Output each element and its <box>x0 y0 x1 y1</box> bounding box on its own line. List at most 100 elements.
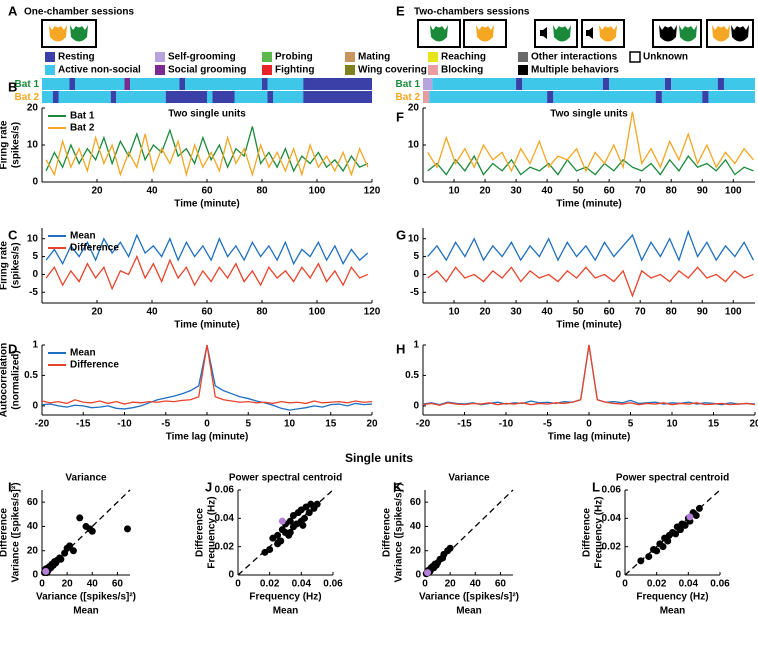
behavior-segment <box>708 91 755 103</box>
bat-icon <box>679 25 697 42</box>
scatter-point <box>313 500 321 508</box>
y-tick-label: 20 <box>27 545 39 556</box>
scatter-point <box>676 526 684 534</box>
x-tick-label: 60 <box>604 186 616 197</box>
legend-label: Blocking <box>441 65 483 76</box>
y-tick-label: -5 <box>410 287 419 298</box>
y-tick-label: 60 <box>27 497 39 508</box>
x-tick-label: 0.06 <box>710 579 730 590</box>
y-axis-label: Difference <box>382 508 393 557</box>
x-tick-label: 80 <box>256 307 268 318</box>
y-tick-label: 1 <box>413 340 419 351</box>
y-tick-label: 10 <box>408 140 420 151</box>
series-line <box>45 133 369 178</box>
behavior-segment <box>655 91 662 103</box>
y-tick-label: 40 <box>410 521 422 532</box>
behavior-segment <box>53 91 59 103</box>
x-tick-label: -5 <box>161 419 170 430</box>
panel-letter: L <box>592 479 600 494</box>
y-axis-label: Frequency (Hz) <box>207 496 218 568</box>
scatter-point <box>286 529 294 536</box>
bat-icon <box>553 25 571 42</box>
x-tick-label: 60 <box>604 307 616 318</box>
legend-label: Other interactions <box>531 52 618 63</box>
x-tick-label: 90 <box>697 186 709 197</box>
behavior-segment <box>516 78 523 90</box>
x-tick-label: 20 <box>445 579 457 590</box>
scatter-point <box>695 504 703 512</box>
y-tick-label: 20 <box>408 103 420 114</box>
x-tick-label: 15 <box>325 419 337 430</box>
x-tick-label: 5 <box>628 419 634 430</box>
y-tick-label: 40 <box>27 521 39 532</box>
x-tick-label: 0 <box>235 579 241 590</box>
scatter-point <box>692 512 700 519</box>
y-tick-label: 0 <box>413 177 419 188</box>
x-axis-label: Time lag (minute) <box>166 432 249 443</box>
scatter-point <box>123 525 131 533</box>
bat-icon <box>712 25 730 42</box>
legend-label: Multiple behaviors <box>531 65 619 76</box>
panel-letter: I <box>8 479 12 494</box>
bat-icon <box>599 25 617 42</box>
legend-label: Bat 2 <box>70 123 95 134</box>
speaker-icon <box>586 30 589 36</box>
y-tick-label: 10 <box>27 140 39 151</box>
y-tick-label: 0 <box>32 269 38 280</box>
x-tick-label: 40 <box>542 186 554 197</box>
x-axis-label: Mean <box>456 606 482 617</box>
x-tick-label: 60 <box>201 307 213 318</box>
scatter-point <box>274 540 282 548</box>
scatter-point <box>76 514 84 522</box>
x-axis-label: Time (minute) <box>174 320 239 331</box>
x-tick-label: 40 <box>470 579 482 590</box>
y-tick-label: 10 <box>408 233 420 244</box>
y-axis-label: (normalized) <box>11 350 22 409</box>
x-tick-label: 20 <box>749 419 758 430</box>
y-axis-label: Difference <box>195 508 206 557</box>
behavior-segment <box>207 91 213 103</box>
y-axis-label: Firing rate <box>0 120 10 169</box>
legend-swatch <box>428 65 438 75</box>
behavior-segment <box>602 78 610 90</box>
behavior-segment <box>42 91 53 103</box>
y-tick-label: 0 <box>32 401 38 412</box>
bat-icon <box>731 25 749 42</box>
x-tick-label: 20 <box>91 307 103 318</box>
legend-swatch <box>45 52 55 62</box>
behavior-segment <box>110 91 117 103</box>
speaker-icon <box>543 27 547 39</box>
legend-label: Reaching <box>441 52 486 63</box>
row-label: Bat 2 <box>396 92 421 103</box>
x-tick-label: 10 <box>448 307 460 318</box>
x-tick-label: 120 <box>364 307 381 318</box>
scatter-point <box>672 530 680 538</box>
legend-label: Resting <box>58 52 95 63</box>
legend-label: Active non-social <box>58 65 141 76</box>
x-tick-label: 100 <box>725 186 742 197</box>
series-line <box>41 344 373 405</box>
behavior-segment <box>665 78 672 90</box>
behavior-segment <box>42 78 70 90</box>
x-axis-label: Mean <box>73 606 99 617</box>
bat-icon <box>476 25 494 42</box>
x-axis-label: Variance ([spikes/s]²) <box>36 592 136 603</box>
scatter-point <box>681 521 689 529</box>
scatter-point <box>645 553 653 561</box>
x-tick-label: 30 <box>511 186 523 197</box>
x-tick-label: 60 <box>112 579 124 590</box>
chamber <box>463 19 507 48</box>
y-tick-label: -5 <box>29 287 38 298</box>
x-tick-label: 20 <box>366 419 378 430</box>
y-tick-label: 1 <box>32 340 38 351</box>
x-tick-label: 50 <box>573 186 585 197</box>
legend-swatch <box>262 65 272 75</box>
x-tick-label: 0.04 <box>292 579 312 590</box>
behavior-segment <box>179 78 185 90</box>
behavior-segment <box>124 78 130 90</box>
x-tick-label: 80 <box>256 186 268 197</box>
x-tick-label: 90 <box>697 307 709 318</box>
chart-title: Two single units <box>168 109 246 120</box>
y-tick-label: 20 <box>27 103 39 114</box>
x-axis-label: Time (minute) <box>556 199 621 210</box>
